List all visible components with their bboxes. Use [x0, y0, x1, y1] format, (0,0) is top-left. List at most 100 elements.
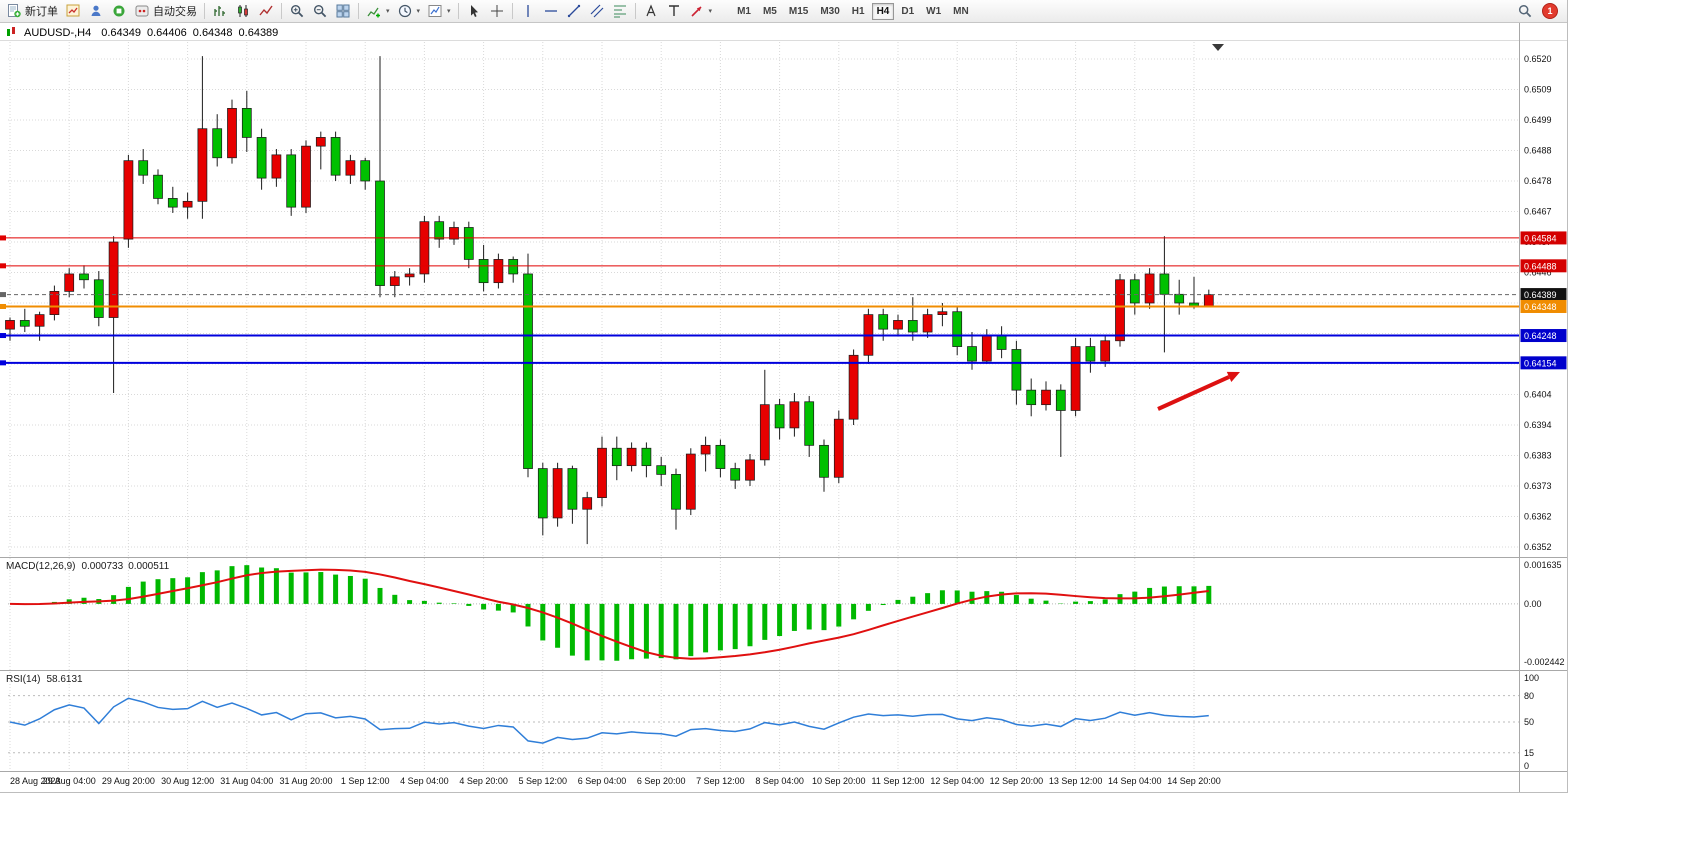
tf-button-m5[interactable]: M5: [758, 3, 782, 20]
candle: [745, 459, 755, 481]
vertical-line-button[interactable]: [517, 1, 539, 21]
indicators-button[interactable]: ▾: [363, 1, 393, 21]
candle: [922, 314, 933, 333]
price-tag: [1520, 299, 1567, 313]
zoom-in-button[interactable]: [286, 1, 308, 21]
candle: [804, 401, 815, 446]
candle: [330, 137, 341, 176]
candle: [493, 259, 504, 284]
notification-badge[interactable]: 1: [1542, 3, 1558, 19]
trendline-button[interactable]: [563, 1, 585, 21]
candlestick-chart-button[interactable]: [232, 1, 254, 21]
bar-chart-icon: [214, 6, 225, 16]
time-axis-label: 10 Sep 20:00: [812, 776, 866, 786]
tf-button-mn[interactable]: MN: [948, 3, 974, 20]
tf-button-h4[interactable]: H4: [871, 2, 895, 20]
new-order-button[interactable]: 新订单: [3, 1, 61, 21]
autotrading-button[interactable]: 自动交易: [131, 1, 200, 21]
channel-button[interactable]: [586, 1, 608, 21]
candle: [981, 334, 992, 362]
candle: [1026, 389, 1037, 406]
label-button[interactable]: [663, 1, 685, 21]
tf-button-w1[interactable]: W1: [921, 3, 946, 20]
price-line-anchor: [0, 333, 6, 339]
candles-layer: [5, 56, 1214, 545]
price-line-anchor: [0, 292, 6, 298]
time-axis-label: 6 Sep 20:00: [637, 776, 686, 786]
cursor-button[interactable]: [463, 1, 485, 21]
trend-arrow[interactable]: [1157, 371, 1240, 411]
toolbar-separator: [204, 3, 205, 19]
tf-button-m15[interactable]: M15: [784, 3, 813, 20]
price-axis-label: 0.6467: [1524, 207, 1552, 217]
chart-area[interactable]: 0.6520 0.6509 0.6499 0.6488 0.6478 0.6467 0.64…: [0, 23, 1567, 792]
candle: [996, 334, 1007, 350]
price-axis-label: 0.6488: [1524, 146, 1552, 156]
candle: [907, 320, 918, 333]
candle: [153, 174, 163, 199]
tile-windows-button[interactable]: [332, 1, 354, 21]
candle: [271, 154, 282, 179]
price-axis-label: 0.6478: [1524, 176, 1552, 186]
crosshair-button[interactable]: [486, 1, 508, 21]
time-axis-label: 31 Aug 20:00: [279, 776, 332, 786]
periods-button[interactable]: ▾: [394, 1, 424, 21]
chart-ohlc-readout: AUDUSD-,H4 0.64349 0.64406 0.64348 0.64389: [24, 27, 278, 39]
candle: [315, 137, 326, 147]
price-axis-label: 0.6509: [1524, 85, 1552, 95]
price-tag-text: 0.64154: [1524, 358, 1557, 368]
templates-button[interactable]: ▾: [424, 1, 454, 21]
label-icon: [668, 5, 679, 16]
candle: [212, 128, 223, 159]
macd-axis-top: 0.001635: [1524, 560, 1562, 570]
rsi-axis-0: 0: [1524, 761, 1529, 771]
line-chart-button[interactable]: [255, 1, 277, 21]
chart-shift-marker[interactable]: [1212, 44, 1224, 51]
zoom-out-button[interactable]: [309, 1, 331, 21]
candle: [671, 474, 681, 510]
candle: [878, 314, 889, 330]
tf-button-d1[interactable]: D1: [896, 3, 919, 20]
candle: [182, 200, 193, 208]
horizontal-line-icon: [544, 10, 557, 12]
candle: [123, 160, 134, 240]
tf-button-m30[interactable]: M30: [815, 3, 844, 20]
candle: [848, 354, 859, 420]
price-line-anchor: [0, 360, 6, 366]
candle: [449, 227, 459, 240]
candle: [567, 468, 578, 510]
candle: [419, 221, 430, 275]
new-chart-icon: [66, 4, 80, 17]
candle: [641, 447, 652, 467]
horizontal-line-button[interactable]: [540, 1, 562, 21]
metaeditor-icon: [113, 5, 125, 17]
price-axis-label: 0.6499: [1524, 115, 1552, 125]
text-icon: [645, 4, 656, 17]
time-axis-label: 4 Sep 04:00: [400, 776, 449, 786]
candle: [1085, 346, 1096, 362]
candle: [537, 468, 548, 519]
search-button[interactable]: [1514, 1, 1536, 21]
channel-icon: [590, 4, 603, 18]
bar-chart-button[interactable]: [209, 1, 231, 21]
candle: [227, 108, 237, 159]
price-tag-text: 0.64584: [1524, 233, 1557, 243]
text-button[interactable]: [640, 1, 662, 21]
cursor-icon: [470, 5, 478, 17]
metaeditor-button[interactable]: [108, 1, 130, 21]
new-chart-button[interactable]: [62, 1, 84, 21]
candle: [893, 320, 903, 330]
tf-button-m1[interactable]: M1: [732, 3, 756, 20]
toolbar-separator: [281, 3, 282, 19]
candle: [833, 418, 844, 478]
candle: [611, 447, 622, 467]
price-lines[interactable]: [0, 235, 1519, 366]
fibonacci-button[interactable]: [609, 1, 631, 21]
profiles-button[interactable]: [85, 1, 107, 21]
arrows-button[interactable]: ▾: [686, 1, 716, 21]
toolbar-separator: [457, 3, 459, 19]
search-icon: [1518, 4, 1532, 18]
candle: [656, 465, 667, 475]
time-axis-label: 7 Sep 12:00: [696, 776, 745, 786]
tf-button-h1[interactable]: H1: [847, 3, 870, 20]
